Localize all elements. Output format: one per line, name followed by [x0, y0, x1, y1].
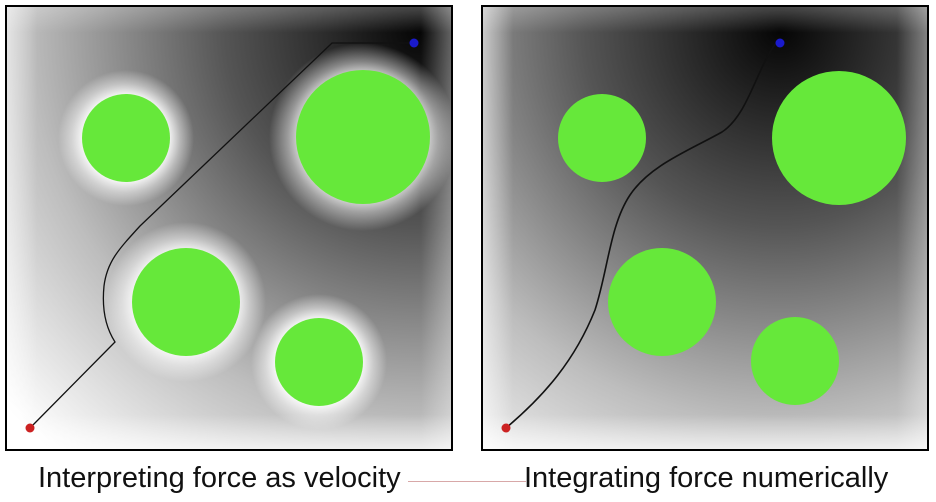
left-obstacle-1 — [82, 94, 170, 182]
left-path — [29, 42, 414, 429]
right-obstacle-4 — [751, 317, 839, 405]
caption-connector-line — [408, 481, 526, 482]
caption-right: Integrating force numerically — [524, 462, 889, 494]
right-goal-dot — [775, 38, 785, 48]
right-obstacle-1 — [558, 94, 646, 182]
left-obstacle-3 — [132, 248, 240, 356]
left-obstacle-4 — [275, 318, 363, 406]
right-panel — [481, 5, 929, 451]
right-field-edge-v — [482, 6, 928, 450]
left-goal-dot — [409, 38, 419, 48]
right-frame — [481, 5, 929, 451]
left-panel — [5, 5, 457, 451]
right-obstacle-2 — [772, 71, 906, 205]
left-frame — [5, 5, 453, 451]
right-obstacle-3 — [608, 248, 716, 356]
caption-left: Interpreting force as velocity — [38, 462, 401, 494]
left-start-dot — [25, 423, 35, 433]
right-start-dot — [501, 423, 511, 433]
left-obstacle-2 — [296, 70, 430, 204]
right-path — [505, 42, 777, 429]
